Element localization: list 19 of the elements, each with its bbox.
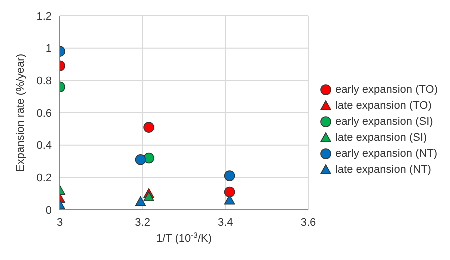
y-tick-label: 0.4	[36, 140, 52, 152]
y-tick-label: 0.2	[36, 172, 52, 185]
x-tick-label: 3.2	[135, 216, 150, 229]
y-tick-label: 0.6	[36, 108, 52, 120]
x-tick-label: 3.6	[300, 216, 316, 229]
y-tick-label: 1.2	[36, 10, 52, 23]
y-axis-title: Expansion rate (%/year)	[15, 54, 27, 172]
legend-label: late expansion (SI)	[335, 131, 428, 146]
y-tick-label: 0.8	[36, 76, 52, 88]
x-tick-label: 3	[56, 216, 64, 229]
y-tick-label: 1	[46, 43, 52, 56]
legend-label: early expansion (TO)	[335, 83, 438, 98]
x-axis-title: 1/T (10$^{-3}$/K)	[156, 230, 212, 245]
x-tick-label: 3.4	[218, 216, 234, 229]
legend-label: early expansion (SI)	[335, 115, 434, 130]
legend-label: late expansion (TO)	[335, 99, 432, 114]
legend-label: late expansion (NT)	[335, 163, 432, 178]
y-tick-label: 0	[46, 204, 52, 217]
legend-label: early expansion (NT)	[335, 147, 438, 162]
